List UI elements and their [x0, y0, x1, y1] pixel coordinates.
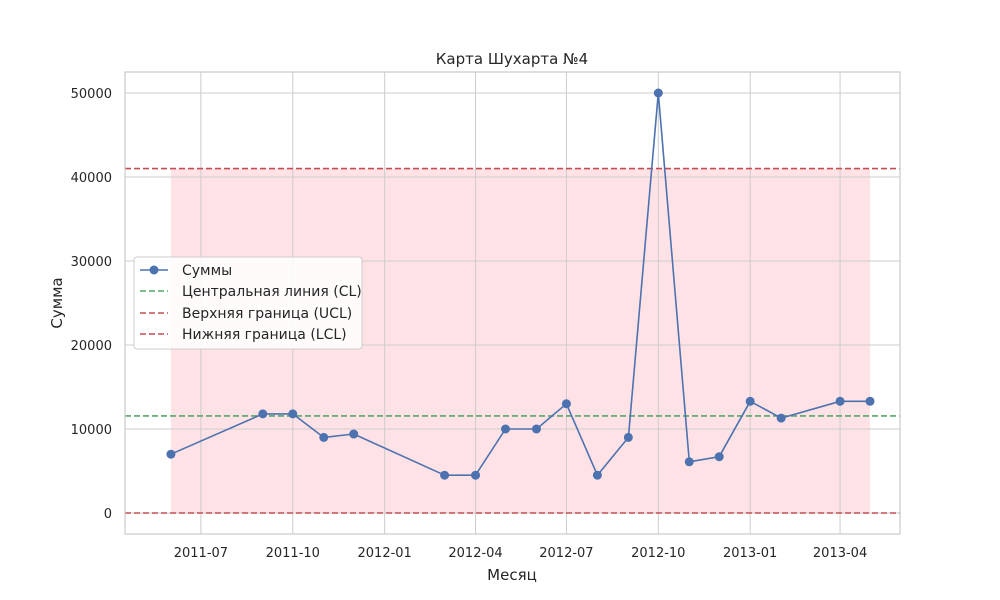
legend-label-series: Суммы [182, 263, 232, 279]
data-point [501, 424, 511, 434]
y-tick-label: 0 [104, 507, 112, 522]
data-point [258, 409, 268, 419]
data-point [561, 399, 571, 409]
y-tick-label: 40000 [71, 171, 112, 186]
plot-frame [124, 71, 901, 535]
data-point [865, 396, 875, 406]
data-point [166, 449, 176, 459]
x-tick-label: 2012-04 [448, 546, 502, 561]
data-point [684, 457, 694, 467]
x-tick-label: 2011-07 [174, 546, 228, 561]
y-tick-label: 20000 [71, 339, 112, 354]
legend-label-cl: Центральная линия (CL) [182, 284, 362, 300]
data-point [653, 88, 663, 98]
series-layer [166, 88, 875, 480]
legend-series-marker [149, 265, 159, 275]
x-tick-labels: 2011-07 2011-10 2012-01 2012-04 2012-07 2012-… [174, 546, 868, 561]
data-point [835, 396, 845, 406]
x-tick-label: 2011-10 [266, 546, 320, 561]
data-point [319, 432, 329, 442]
data-point [440, 470, 450, 480]
y-tick-labels: 0 10000 20000 30000 40000 50000 [71, 87, 112, 522]
chart-title: Карта Шухарта №4 [436, 50, 588, 68]
data-point [471, 470, 481, 480]
x-tick-label: 2013-01 [723, 546, 777, 561]
x-tick-label: 2012-07 [539, 546, 593, 561]
x-tick-label: 2013-04 [813, 546, 867, 561]
data-point [592, 470, 602, 480]
data-point [714, 452, 724, 462]
data-point [288, 409, 298, 419]
x-tick-label: 2012-01 [358, 546, 412, 561]
data-point [745, 396, 755, 406]
legend-label-lcl: Нижняя граница (LCL) [182, 327, 347, 343]
data-point [776, 413, 786, 423]
legend-box [133, 256, 363, 350]
legend: Суммы Центральная линия (CL) Верхняя гра… [133, 256, 363, 350]
y-tick-label: 50000 [71, 87, 112, 102]
data-point [623, 432, 633, 442]
y-tick-label: 10000 [71, 423, 112, 438]
legend-label-ucl: Верхняя граница (UCL) [182, 306, 352, 322]
data-point [349, 429, 359, 439]
grid-layer [125, 72, 900, 534]
control-lines-layer [125, 167, 900, 514]
data-point [531, 424, 541, 434]
x-axis-label: Месяц [487, 566, 537, 584]
y-tick-label: 30000 [71, 255, 112, 270]
x-tick-label: 2012-10 [631, 546, 685, 561]
y-axis-label: Сумма [48, 277, 66, 328]
